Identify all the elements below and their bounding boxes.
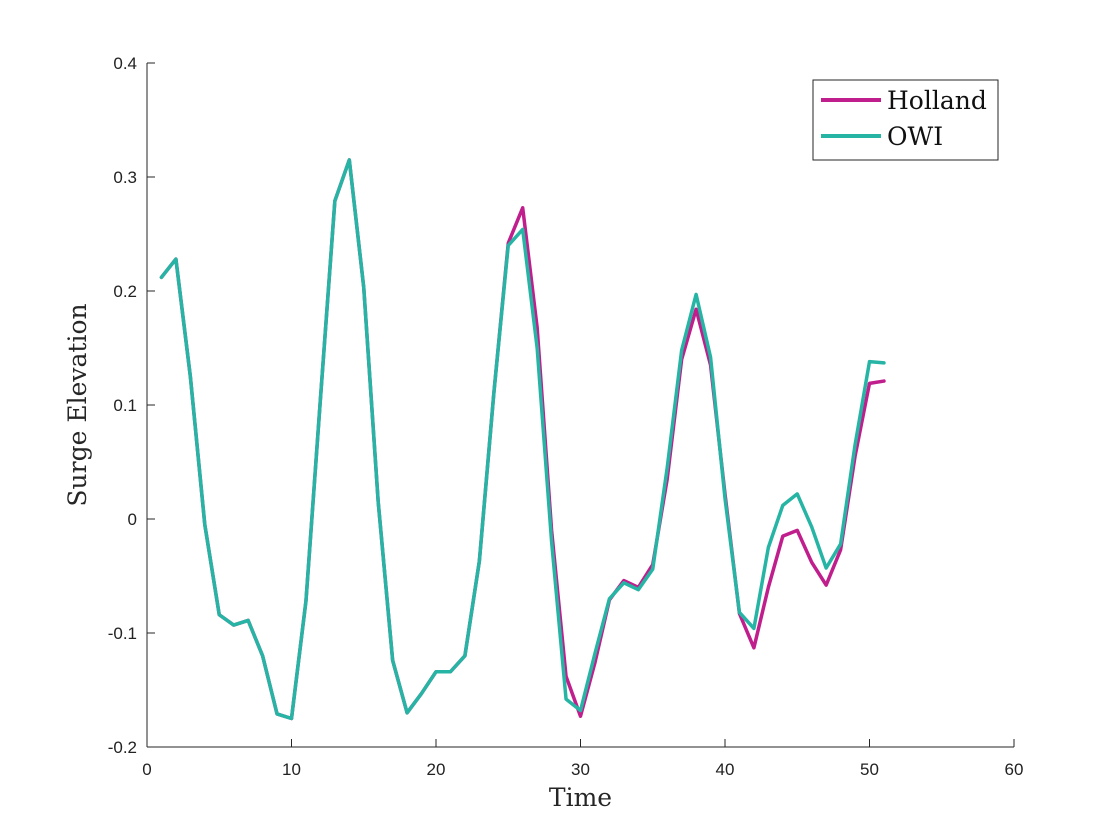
legend-box (812, 79, 999, 161)
y-tick-label: 0 (128, 510, 137, 529)
y-axis-ticks: -0.2 -0.1 0 0.1 0.2 0.3 0.4 (108, 54, 155, 757)
legend-label-owi: OWI (887, 122, 943, 151)
y-tick-label: 0.1 (113, 396, 137, 415)
legend-label-holland: Holland (887, 86, 987, 115)
y-tick-label: 0.2 (113, 282, 137, 301)
series-layer (159, 158, 886, 721)
y-tick-label: -0.1 (108, 624, 137, 643)
x-tick-label: 40 (716, 760, 735, 779)
x-axis-title: Time (549, 783, 612, 812)
y-tick-label: 0.4 (113, 54, 137, 73)
x-tick-label: 0 (142, 760, 151, 779)
x-tick-label: 50 (860, 760, 879, 779)
x-axis-ticks: 0 10 20 30 40 50 60 (142, 739, 1023, 779)
x-tick-label: 10 (282, 760, 301, 779)
x-tick-label: 60 (1005, 760, 1024, 779)
y-axis-title: Surge Elevation (63, 303, 92, 506)
x-tick-label: 30 (571, 760, 590, 779)
series-line-owi (159, 158, 886, 721)
axes: 0 10 20 30 40 50 60 -0.2 -0.1 0 0.1 0.2 0.3 0.4 (108, 54, 1024, 779)
y-tick-label: 0.3 (113, 168, 137, 187)
y-tick-label: -0.2 (108, 738, 137, 757)
x-tick-label: 20 (427, 760, 446, 779)
legend: Holland OWI (812, 79, 999, 161)
